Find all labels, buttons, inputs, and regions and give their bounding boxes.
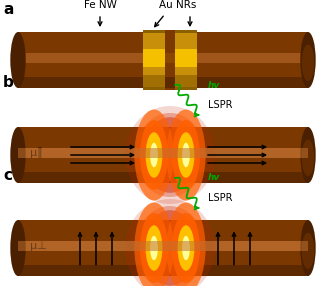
Text: μ⊥: μ⊥ (30, 241, 47, 251)
Bar (18, 220, 308, 276)
Text: μ∥: μ∥ (30, 148, 43, 158)
Bar (18, 127, 308, 183)
Text: a: a (3, 2, 14, 17)
Bar (18, 172, 308, 183)
Bar (175, 76, 197, 87)
Ellipse shape (150, 143, 158, 167)
Ellipse shape (302, 233, 314, 269)
Ellipse shape (300, 220, 316, 276)
Text: LSPR: LSPR (208, 193, 232, 203)
Ellipse shape (125, 199, 215, 286)
Ellipse shape (166, 110, 206, 200)
Ellipse shape (146, 225, 162, 271)
Bar (18, 241, 308, 251)
Bar (18, 265, 308, 276)
Ellipse shape (182, 236, 190, 260)
Text: hv: hv (208, 174, 220, 182)
Ellipse shape (150, 236, 158, 260)
Ellipse shape (178, 225, 194, 271)
Bar (175, 30, 197, 90)
Bar (18, 148, 308, 158)
Bar (175, 49, 197, 67)
Ellipse shape (172, 120, 200, 190)
Ellipse shape (134, 202, 174, 286)
Ellipse shape (135, 206, 205, 286)
Bar (143, 30, 165, 90)
Ellipse shape (302, 45, 314, 81)
Ellipse shape (172, 213, 200, 283)
Bar (143, 49, 165, 67)
Ellipse shape (134, 110, 174, 200)
Ellipse shape (182, 143, 190, 167)
Bar (143, 76, 165, 87)
Ellipse shape (125, 106, 215, 204)
Bar (18, 148, 308, 158)
Text: c: c (3, 168, 12, 183)
Text: Fe NW: Fe NW (84, 0, 117, 10)
Bar (143, 33, 165, 87)
Bar (165, 30, 175, 90)
Text: Au NRs: Au NRs (159, 0, 197, 10)
Ellipse shape (10, 32, 26, 88)
Text: b: b (3, 75, 14, 90)
Bar (18, 77, 308, 88)
Ellipse shape (178, 132, 194, 178)
Text: LSPR: LSPR (208, 100, 232, 110)
Ellipse shape (135, 113, 205, 197)
Ellipse shape (166, 202, 206, 286)
Ellipse shape (143, 117, 197, 193)
Bar (18, 32, 308, 88)
Ellipse shape (146, 132, 162, 178)
Ellipse shape (300, 127, 316, 183)
Ellipse shape (10, 220, 26, 276)
Ellipse shape (140, 120, 168, 190)
Text: hv: hv (208, 80, 220, 90)
Ellipse shape (300, 32, 316, 88)
Ellipse shape (143, 210, 197, 286)
Bar (18, 241, 308, 251)
Bar (18, 53, 308, 63)
Bar (165, 53, 175, 63)
Ellipse shape (302, 140, 314, 176)
Ellipse shape (10, 127, 26, 183)
Ellipse shape (140, 213, 168, 283)
Bar (165, 77, 175, 88)
Bar (175, 33, 197, 87)
